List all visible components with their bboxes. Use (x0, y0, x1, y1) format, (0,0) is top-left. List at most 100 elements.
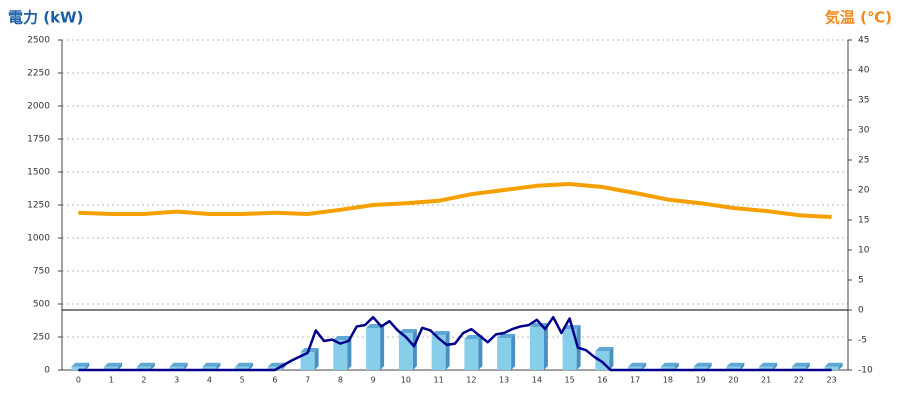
bar-side (150, 362, 155, 370)
bar-top (398, 329, 417, 334)
y-tick-label: 2000 (27, 102, 50, 112)
y-tick-label: 500 (33, 300, 50, 310)
bar-side (674, 362, 679, 370)
x-tick-label: 5 (240, 376, 245, 385)
bar-side (216, 362, 221, 370)
bar-top (693, 362, 712, 367)
x-tick-label: 23 (827, 376, 837, 385)
bar (431, 335, 446, 370)
bar-side (183, 362, 188, 370)
bar (529, 326, 544, 370)
bar-side (642, 362, 647, 370)
bar (693, 366, 708, 370)
x-tick-label: 3 (174, 376, 179, 385)
y2-tick-label: -10 (858, 366, 873, 376)
bar (366, 328, 381, 370)
x-tick-label: 11 (434, 376, 444, 385)
bar (267, 366, 282, 370)
temperature-line (78, 182, 832, 219)
bar-side (609, 346, 614, 370)
x-tick-label: 13 (499, 376, 509, 385)
y-tick-label: 1750 (27, 135, 50, 145)
bar (136, 366, 151, 370)
y2-tick-label: 0 (858, 306, 864, 316)
bar (726, 366, 741, 370)
y-tick-label: 1250 (27, 201, 50, 211)
y2-tick-label: 25 (858, 156, 869, 166)
bar-side (707, 362, 712, 370)
x-tick-label: 1 (109, 376, 114, 385)
y-tick-label: 2250 (27, 69, 50, 79)
bar (464, 338, 479, 370)
bar-top (726, 362, 745, 367)
bar (235, 366, 250, 370)
bar-side (773, 362, 778, 370)
power-line (78, 315, 832, 372)
bar (791, 366, 806, 370)
y-tick-label: 1500 (27, 168, 50, 178)
bar (628, 366, 643, 370)
bar (824, 366, 839, 370)
bar-top (104, 362, 123, 367)
y-tick-label: 1000 (27, 234, 50, 244)
bar-top (235, 362, 254, 367)
x-tick-label: 8 (338, 376, 343, 385)
bar-top (824, 362, 843, 367)
bar (562, 329, 577, 370)
y2-tick-label: 5 (858, 276, 864, 286)
bar (104, 366, 119, 370)
x-tick-label: 0 (76, 376, 81, 385)
bar-side (249, 362, 254, 370)
y-tick-label: 750 (33, 267, 50, 277)
y-tick-label: 0 (44, 366, 50, 376)
bar-top (333, 336, 352, 341)
bar-side (478, 334, 483, 370)
x-tick-label: 12 (466, 376, 476, 385)
y2-tick-label: 30 (858, 126, 870, 136)
bar-top (169, 362, 188, 367)
y-tick-label: 2500 (27, 36, 50, 46)
bar (71, 366, 86, 370)
bar-side (511, 334, 516, 370)
bar-top (628, 362, 647, 367)
bar-side (347, 336, 352, 370)
bar-top (202, 362, 221, 367)
bar (169, 366, 184, 370)
x-tick-label: 21 (761, 376, 771, 385)
y2-tick-label: 15 (858, 216, 869, 226)
bar-side (118, 362, 123, 370)
x-tick-label: 14 (532, 376, 542, 385)
bar-top (660, 362, 679, 367)
x-tick-label: 22 (794, 376, 804, 385)
x-tick-label: 10 (401, 376, 411, 385)
bar-side (740, 362, 745, 370)
bar (660, 366, 675, 370)
bar-top (464, 334, 483, 339)
x-tick-label: 18 (663, 376, 673, 385)
x-tick-label: 2 (141, 376, 146, 385)
y2-tick-label: -5 (858, 336, 867, 346)
bar (497, 338, 512, 370)
y2-tick-label: 35 (858, 96, 869, 106)
y2-tick-label: 20 (858, 186, 870, 196)
bar-top (431, 331, 450, 336)
bar-top (759, 362, 778, 367)
bar-top (595, 346, 614, 351)
bar-top (136, 362, 155, 367)
y2-tick-label: 40 (858, 66, 870, 76)
x-tick-label: 15 (565, 376, 575, 385)
bar-top (71, 362, 90, 367)
bar (759, 366, 774, 370)
bar-side (314, 348, 319, 370)
x-tick-label: 7 (305, 376, 310, 385)
x-tick-label: 9 (371, 376, 376, 385)
x-tick-label: 20 (728, 376, 738, 385)
y-tick-label: 250 (33, 333, 50, 343)
x-tick-label: 6 (272, 376, 277, 385)
x-tick-label: 19 (696, 376, 706, 385)
bar-side (445, 331, 450, 370)
y2-tick-label: 45 (858, 36, 869, 46)
bar-top (791, 362, 810, 367)
y2-tick-label: 10 (858, 246, 870, 256)
